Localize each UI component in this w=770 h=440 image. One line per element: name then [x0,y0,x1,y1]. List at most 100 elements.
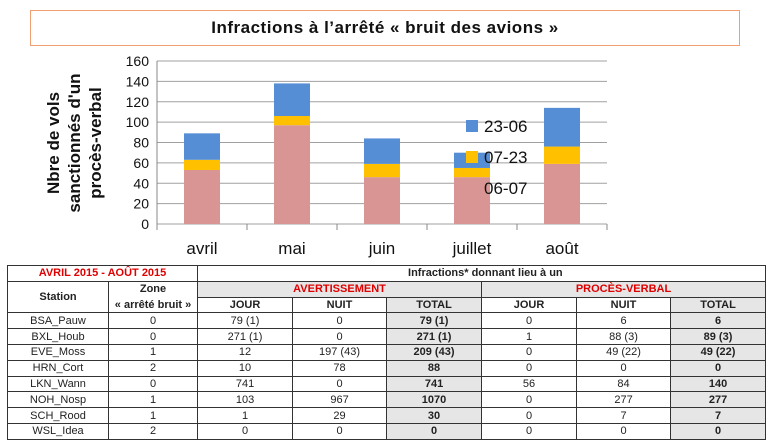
subheader-jour: JOUR [481,296,578,314]
table-cell: 1 [107,343,199,361]
legend-swatch [466,182,478,194]
table-cell: 271 (1) [386,328,483,345]
stacked-bar-chart: 0 20 40 60 80 100 120 140 160 avril mai juin juillet… [44,53,608,258]
bar-06-07-juin [364,177,400,224]
table-row: EVE_Moss 1 12 197 (43) 209 (43) 0 49 (22) 49 (2… [7,343,767,361]
table-cell: 0 [292,328,388,345]
y-tick-label: 120 [126,94,150,110]
table-row: BXL_Houb 0 271 (1) 0 271 (1) 1 88 (3) 89 (3) [7,328,767,345]
table-cell: 0 [481,312,578,330]
chart-title: Infractions à l’arrêté « bruit des avion… [30,10,740,46]
bar-06-07-mai [274,125,310,224]
table-row: LKN_Wann 0 741 0 741 56 84 140 [7,375,767,393]
infractions-table: AVRIL 2015 - AOÛT 2015 Infractions* donn… [6,265,767,440]
table-cell: 6 [670,312,767,330]
table-cell: 10 [197,359,294,377]
table-row: NOH_Nosp 1 103 967 1070 0 277 277 [7,391,767,409]
table-cell: 29 [292,407,388,424]
table-cell: 56 [481,375,578,393]
station-header: Station [7,280,109,314]
legend-swatch [466,120,478,132]
table-cell: 89 (3) [670,328,767,345]
table-cell: NOH_Nosp [7,391,109,409]
table-cell: 1 [107,407,199,424]
subheader-jour: JOUR [197,296,294,314]
legend-label: 07-23 [484,148,527,167]
table-cell: 277 [576,391,672,409]
zone-header-2: « arrêté bruit » [107,297,199,314]
y-axis-label: Nbre de vols sanctionnés d'un procès-verba… [44,73,105,212]
x-tick-label: mai [278,239,305,258]
y-tick-label: 60 [133,155,149,171]
table-cell: 88 [386,359,483,377]
avertissement-header: AVERTISSEMENT [197,280,483,298]
proces-verbal-header: PROCÈS-VERBAL [481,280,767,298]
table-cell: SCH_Rood [7,407,109,424]
table-row: WSL_Idea 2 0 0 0 0 0 0 [7,422,767,440]
zone-header: Zone [107,280,199,298]
bar-07-23-mai [274,116,310,126]
infractions-header: Infractions* donnant lieu à un [197,265,767,282]
table-row: SCH_Rood 1 1 29 30 0 7 7 [7,407,767,424]
table-cell: 140 [670,375,767,393]
bar-07-23-juin [364,163,400,178]
y-tick-label: 100 [126,114,150,130]
table-cell: 0 [292,312,388,330]
y-tick-label: 20 [133,196,149,212]
bar-23-06-mai [274,83,310,117]
period-label: AVRIL 2015 - AOÛT 2015 [6,265,199,282]
table-cell: 0 [670,359,767,377]
bar-07-23-avril [184,159,220,171]
table-cell: 12 [197,343,294,361]
table-cell: LKN_Wann [7,375,109,393]
table-cell: 2 [107,422,199,440]
table-cell: 7 [576,407,672,424]
table-cell: 0 [107,312,199,330]
bar-07-23-août [544,146,580,164]
table-cell: 0 [481,407,578,424]
table-cell: 0 [670,422,767,440]
subheader-nuit: NUIT [292,296,388,314]
table-cell: 741 [386,375,483,393]
table-cell: 1 [481,328,578,345]
y-tick-label: 40 [133,175,149,191]
table-cell: 1070 [386,391,483,409]
table-cell: 0 [576,422,672,440]
table-cell: WSL_Idea [7,422,109,440]
table-cell: 0 [107,328,199,345]
table-cell: 7 [670,407,767,424]
table-cell: 0 [292,375,388,393]
table-cell: 1 [197,407,294,424]
table-cell: 0 [197,422,294,440]
table-cell: 967 [292,391,388,409]
table-row: HRN_Cort 2 10 78 88 0 0 0 [7,359,767,377]
table-cell: 1 [107,391,199,409]
table-cell: 0 [481,343,578,361]
table-cell: 79 (1) [386,312,483,330]
bar-23-06-août [544,107,580,147]
legend-label: 06-07 [484,179,527,198]
y-tick-label: 0 [141,216,149,232]
y-tick-label: 160 [126,53,150,69]
table-cell: 49 (22) [576,343,672,361]
x-tick-label: août [545,239,578,258]
table-cell: 209 (43) [386,343,483,361]
subheader-total: TOTAL [670,296,767,314]
table-cell: 2 [107,359,199,377]
table-cell: 0 [481,359,578,377]
table-cell: 0 [292,422,388,440]
x-tick-label: juillet [452,239,492,258]
table-cell: 84 [576,375,672,393]
table-cell: 0 [107,375,199,393]
table-cell: 197 (43) [292,343,388,361]
x-tick-label: avril [186,239,217,258]
table-cell: 49 (22) [670,343,767,361]
bar-06-07-août [544,163,580,224]
table-cell: 0 [386,422,483,440]
table-cell: 6 [576,312,672,330]
y-tick-label: 80 [133,135,149,151]
table-cell: 741 [197,375,294,393]
legend-label: 23-06 [484,117,527,136]
table-cell: 30 [386,407,483,424]
table-cell: 0 [481,422,578,440]
